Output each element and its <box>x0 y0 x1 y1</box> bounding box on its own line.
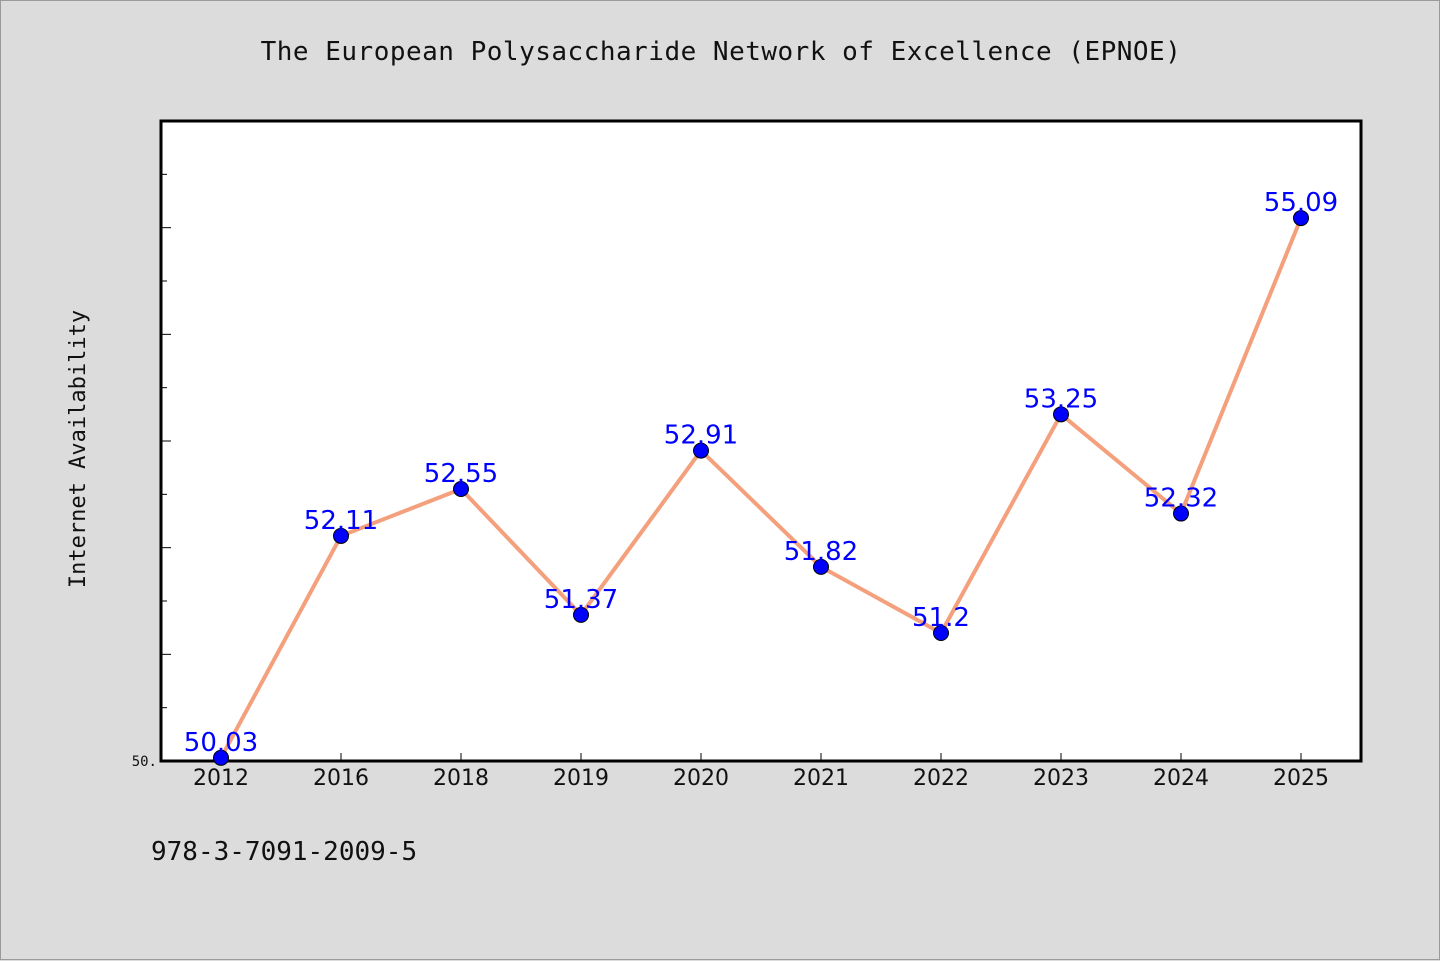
data-label: 50.03 <box>184 728 258 758</box>
isbn-text: 978-3-7091-2009-5 <box>151 837 418 867</box>
data-label: 55.09 <box>1264 188 1338 218</box>
y-tick-label: 50. <box>132 754 157 770</box>
chart-title: The European Polysaccharide Network of E… <box>260 37 1182 67</box>
x-tick-label: 2020 <box>673 766 729 791</box>
data-label: 51.2 <box>912 603 970 633</box>
data-point <box>1053 406 1069 423</box>
x-tick-label: 2022 <box>913 766 969 791</box>
x-tick-label: 2019 <box>553 766 609 791</box>
data-label: 51.82 <box>784 537 858 567</box>
data-point <box>213 749 229 766</box>
x-tick-label: 2018 <box>433 766 489 791</box>
data-point <box>1173 505 1189 522</box>
plot-area <box>159 119 1363 763</box>
data-label: 52.11 <box>304 506 378 536</box>
data-label: 52.32 <box>1144 484 1218 514</box>
data-label: 51.37 <box>544 585 618 615</box>
series-line <box>219 216 1303 760</box>
data-point <box>453 481 469 497</box>
x-tick-label: 2025 <box>1273 766 1329 791</box>
data-point <box>933 625 949 641</box>
data-point <box>813 558 829 575</box>
data-point <box>693 442 709 459</box>
x-tick-label: 2016 <box>313 766 369 791</box>
data-label: 52.91 <box>664 421 738 451</box>
data-point <box>1293 210 1309 227</box>
x-tick-label: 2023 <box>1033 766 1089 791</box>
x-tick-label: 2012 <box>193 766 249 791</box>
x-tick-label: 2021 <box>793 766 849 791</box>
data-label: 52.55 <box>424 459 498 489</box>
data-label: 53.25 <box>1024 384 1098 414</box>
y-axis-label: Internet Availability <box>66 310 91 588</box>
data-point <box>573 606 589 623</box>
data-point <box>333 527 349 544</box>
x-tick-label: 2024 <box>1153 766 1209 791</box>
